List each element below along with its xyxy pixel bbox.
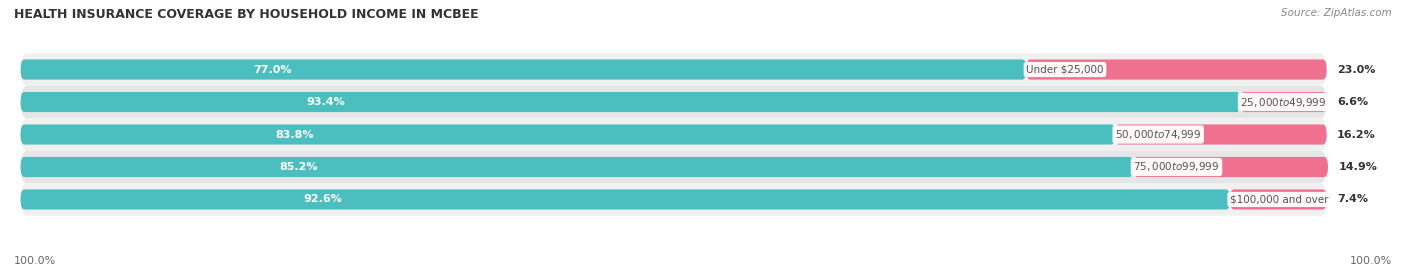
- Text: $100,000 and over: $100,000 and over: [1230, 194, 1329, 204]
- Text: $75,000 to $99,999: $75,000 to $99,999: [1133, 161, 1219, 174]
- FancyBboxPatch shape: [21, 189, 1230, 210]
- Text: 23.0%: 23.0%: [1337, 65, 1375, 75]
- Text: 100.0%: 100.0%: [14, 256, 56, 266]
- Text: 92.6%: 92.6%: [304, 194, 343, 204]
- Text: 7.4%: 7.4%: [1337, 194, 1368, 204]
- Text: 16.2%: 16.2%: [1337, 129, 1376, 140]
- FancyBboxPatch shape: [1115, 125, 1327, 144]
- Text: 14.9%: 14.9%: [1339, 162, 1378, 172]
- FancyBboxPatch shape: [21, 125, 1115, 144]
- FancyBboxPatch shape: [21, 151, 1327, 183]
- Text: Source: ZipAtlas.com: Source: ZipAtlas.com: [1281, 8, 1392, 18]
- Text: $50,000 to $74,999: $50,000 to $74,999: [1115, 128, 1201, 141]
- Text: Under $25,000: Under $25,000: [1026, 65, 1104, 75]
- FancyBboxPatch shape: [1026, 59, 1327, 80]
- FancyBboxPatch shape: [21, 53, 1327, 86]
- Text: 85.2%: 85.2%: [280, 162, 318, 172]
- Text: 77.0%: 77.0%: [253, 65, 291, 75]
- FancyBboxPatch shape: [21, 157, 1133, 177]
- Text: 100.0%: 100.0%: [1350, 256, 1392, 266]
- Text: 6.6%: 6.6%: [1337, 97, 1368, 107]
- Text: $25,000 to $49,999: $25,000 to $49,999: [1240, 95, 1327, 108]
- FancyBboxPatch shape: [21, 183, 1327, 216]
- FancyBboxPatch shape: [21, 86, 1327, 118]
- Text: HEALTH INSURANCE COVERAGE BY HOUSEHOLD INCOME IN MCBEE: HEALTH INSURANCE COVERAGE BY HOUSEHOLD I…: [14, 8, 478, 21]
- FancyBboxPatch shape: [21, 59, 1026, 80]
- FancyBboxPatch shape: [1133, 157, 1327, 177]
- FancyBboxPatch shape: [21, 92, 1240, 112]
- Text: 93.4%: 93.4%: [307, 97, 344, 107]
- Text: 83.8%: 83.8%: [276, 129, 314, 140]
- FancyBboxPatch shape: [21, 118, 1327, 151]
- FancyBboxPatch shape: [1230, 189, 1327, 210]
- FancyBboxPatch shape: [1240, 92, 1327, 112]
